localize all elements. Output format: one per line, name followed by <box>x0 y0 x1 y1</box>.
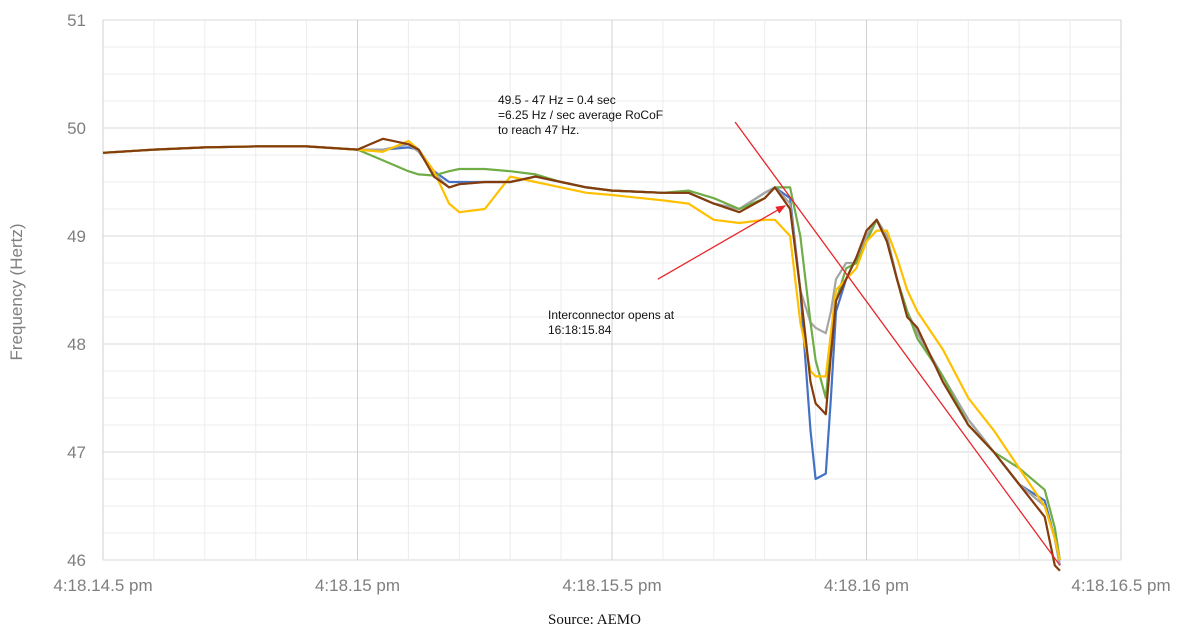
rocof-line <box>734 121 1061 566</box>
x-tick-label: 4:18.15 pm <box>315 576 400 595</box>
series-line-4 <box>102 139 1061 561</box>
y-tick-label: 47 <box>67 443 86 462</box>
y-tick-label: 50 <box>67 119 86 138</box>
grid <box>102 19 1122 561</box>
x-tick-label: 4:18.16.5 pm <box>1071 576 1170 595</box>
y-tick-label: 46 <box>67 551 86 570</box>
interconnector-annotation-line: Interconnector opens at <box>548 308 675 322</box>
x-tick-label: 4:18.16 pm <box>824 576 909 595</box>
x-tick-label: 4:18.15.5 pm <box>562 576 661 595</box>
y-tick-label: 49 <box>67 227 86 246</box>
rocof-annotation-line: =6.25 Hz / sec average RoCoF <box>498 108 663 122</box>
x-axis-ticks: 4:18.14.5 pm 4:18.15 pm 4:18.15.5 pm 4:18.1… <box>53 576 1170 595</box>
series-line-3 <box>102 145 1061 561</box>
rocof-annotation-line: to reach 47 Hz. <box>498 123 579 137</box>
y-tick-label: 51 <box>67 11 86 30</box>
series-line-5 <box>102 137 1061 572</box>
interconnector-arrow <box>657 205 786 280</box>
annotations: 49.5 - 47 Hz = 0.4 sec=6.25 Hz / sec ave… <box>498 93 1061 566</box>
source-caption: Source: AEMO <box>548 612 641 628</box>
y-axis-label: Frequency (Hertz) <box>7 224 26 361</box>
series-lines <box>102 137 1061 572</box>
interconnector-annotation-line: 16:18:15.84 <box>548 323 612 337</box>
series-line-2 <box>102 143 1061 566</box>
x-tick-label: 4:18.14.5 pm <box>53 576 152 595</box>
y-tick-label: 48 <box>67 335 86 354</box>
y-axis-ticks: 46 47 48 49 50 51 <box>67 11 86 570</box>
rocof-annotation-line: 49.5 - 47 Hz = 0.4 sec <box>498 93 616 107</box>
